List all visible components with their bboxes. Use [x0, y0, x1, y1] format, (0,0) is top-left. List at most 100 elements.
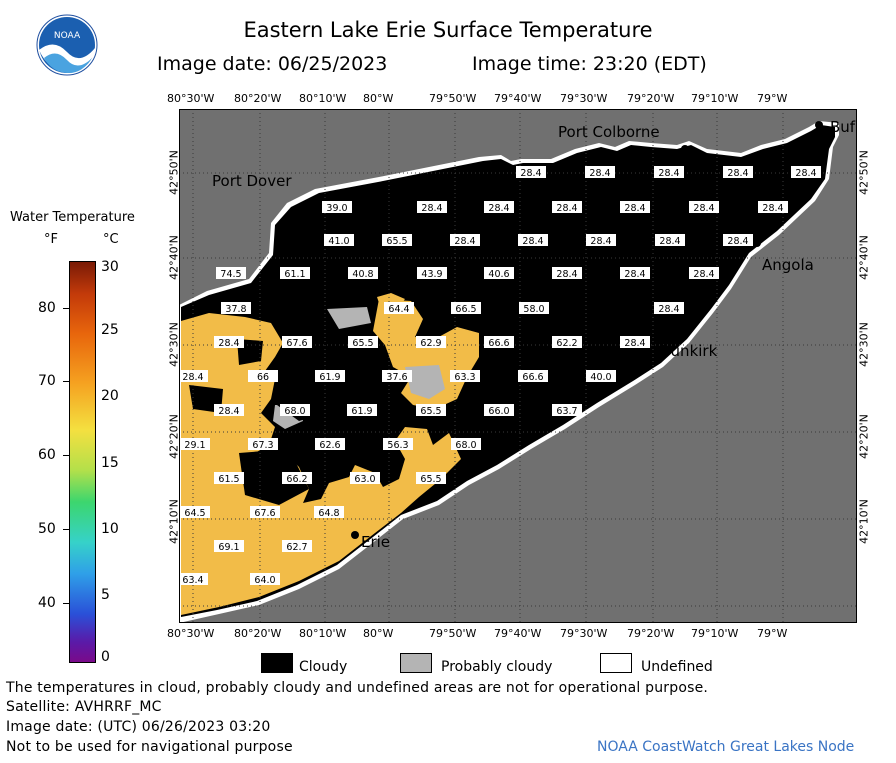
cloud-hole-3	[239, 449, 309, 505]
temperature-label-bg	[282, 336, 312, 348]
temperature-label-text: 28.4	[659, 236, 680, 247]
longitude-label: 80°30'W	[167, 92, 215, 105]
temperature-label-bg	[450, 370, 480, 382]
celsius-tick-label: 30	[101, 259, 119, 275]
temperature-label-text: 65.5	[352, 338, 373, 349]
warm-water-region	[181, 313, 461, 615]
temperature-label-bg	[451, 302, 481, 314]
temperature-label-bg	[516, 166, 546, 178]
temperature-label-text: 63.7	[556, 406, 577, 417]
temperature-label: 28.4	[689, 201, 719, 214]
temperature-label: 28.4	[518, 234, 548, 247]
fahrenheit-tick-mark	[63, 455, 69, 456]
temperature-label-bg	[416, 404, 446, 416]
temperature-label: 67.6	[250, 506, 280, 519]
temperature-label-bg	[655, 234, 685, 246]
temperature-label-text: 28.4	[624, 203, 645, 214]
temperature-label-bg	[282, 540, 312, 552]
temperature-label: 66.6	[518, 370, 548, 383]
temperature-label-text: 28.4	[522, 236, 543, 247]
temperature-label-bg	[654, 166, 684, 178]
longitude-label: 79°30'W	[560, 627, 608, 640]
temperature-label-bg	[350, 472, 380, 484]
temperature-label-text: 28.4	[218, 406, 239, 417]
temperature-label: 28.4	[552, 267, 582, 280]
temperature-label: 28.4	[723, 166, 753, 179]
place-buffalo: Buf	[830, 118, 856, 136]
longitude-label: 79°10'W	[691, 92, 739, 105]
temperature-label-text: 28.4	[589, 168, 610, 179]
temperature-label: 40.6	[484, 267, 514, 280]
temperature-label-bg	[416, 472, 446, 484]
key-cloudy-label: Cloudy	[299, 659, 348, 675]
temperature-label-text: 66.6	[522, 372, 543, 383]
temperature-label-bg	[315, 370, 345, 382]
unit-c: °C	[103, 232, 119, 247]
temperature-label-text: 28.4	[520, 168, 541, 179]
celsius-tick-label: 15	[101, 455, 119, 471]
latitude-label: 42°20'N	[857, 414, 871, 459]
place-port-dover: Port Dover	[212, 172, 292, 190]
temperature-label: 62.6	[315, 438, 345, 451]
temperature-label-text: 28.4	[590, 236, 611, 247]
temperature-label-text: 65.5	[420, 474, 441, 485]
temperature-label: 28.4	[179, 370, 208, 383]
temperature-label-text: 28.4	[727, 168, 748, 179]
temperature-label-text: 74.5	[220, 269, 241, 280]
temperature-label-bg	[250, 573, 280, 585]
temperature-label-bg	[214, 336, 244, 348]
temperature-label-text: 28.4	[693, 203, 714, 214]
temperature-label-bg	[519, 302, 549, 314]
temperature-label: 62.2	[552, 336, 582, 349]
image-date: Image date: 06/25/2023	[157, 53, 388, 75]
temperature-labels: 28.4 28.4 28.4 28.4 28.4 39.0 28.4 28.4 28.4 28.4…	[179, 166, 821, 586]
temperature-label-bg	[280, 404, 310, 416]
temperature-label-text: 41.0	[328, 236, 349, 247]
fahrenheit-tick-mark	[63, 381, 69, 382]
temperature-label-bg	[484, 404, 514, 416]
longitude-label: 79°50'W	[429, 92, 477, 105]
temperature-label-text: 61.9	[351, 406, 372, 417]
temperature-label: 28.4	[516, 166, 546, 179]
longitude-label: 79°10'W	[691, 627, 739, 640]
temperature-label: 68.0	[280, 404, 310, 417]
temperature-label-bg	[214, 404, 244, 416]
temperature-map: 28.4 28.4 28.4 28.4 28.4 39.0 28.4 28.4 28.4 28.4…	[179, 109, 857, 623]
temperature-label: 65.5	[416, 404, 446, 417]
footer-nav-warning: Not to be used for navigational purpose	[6, 739, 293, 755]
temperature-label-bg	[723, 166, 753, 178]
temperature-label-bg	[620, 201, 650, 213]
temperature-label: 64.5	[180, 506, 210, 519]
temperature-label: 64.8	[314, 506, 344, 519]
colorbar-title: Water Temperature	[10, 210, 135, 225]
temperature-label: 66.0	[484, 404, 514, 417]
celsius-tick-label: 5	[101, 587, 110, 603]
longitude-label: 79°40'W	[494, 627, 542, 640]
latitude-label: 42°40'N	[857, 235, 871, 280]
temperature-label-bg	[450, 234, 480, 246]
temperature-label-bg	[382, 370, 412, 382]
temperature-label: 40.8	[348, 267, 378, 280]
temperature-label-text: 68.0	[455, 440, 476, 451]
key-probably-cloudy-swatch	[400, 653, 432, 673]
temperature-label-bg	[348, 267, 378, 279]
unit-f: °F	[44, 232, 58, 247]
temperature-label-bg	[417, 201, 447, 213]
temperature-label-text: 28.4	[727, 236, 748, 247]
temperature-label: 28.4	[655, 234, 685, 247]
probably-cloudy-patch-3	[327, 307, 371, 329]
temperature-label-bg	[416, 336, 446, 348]
temperature-label: 28.4	[620, 336, 650, 349]
temperature-label-text: 28.4	[795, 168, 816, 179]
temperature-label: 63.0	[350, 472, 380, 485]
image-time: Image time: 23:20 (EDT)	[472, 53, 707, 75]
temperature-label-text: 65.5	[386, 236, 407, 247]
longitude-label: 79°50'W	[429, 627, 477, 640]
longitude-label: 79°W	[757, 627, 788, 640]
temperature-label-text: 29.1	[184, 440, 205, 451]
celsius-tick-label: 20	[101, 388, 119, 404]
fahrenheit-tick-label: 40	[38, 595, 56, 611]
fahrenheit-tick-label: 50	[38, 521, 56, 537]
temperature-label-bg	[586, 234, 616, 246]
temperature-label: 28.4	[723, 234, 753, 247]
